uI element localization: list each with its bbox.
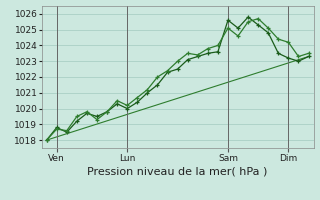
X-axis label: Pression niveau de la mer( hPa ): Pression niveau de la mer( hPa ) [87,167,268,177]
